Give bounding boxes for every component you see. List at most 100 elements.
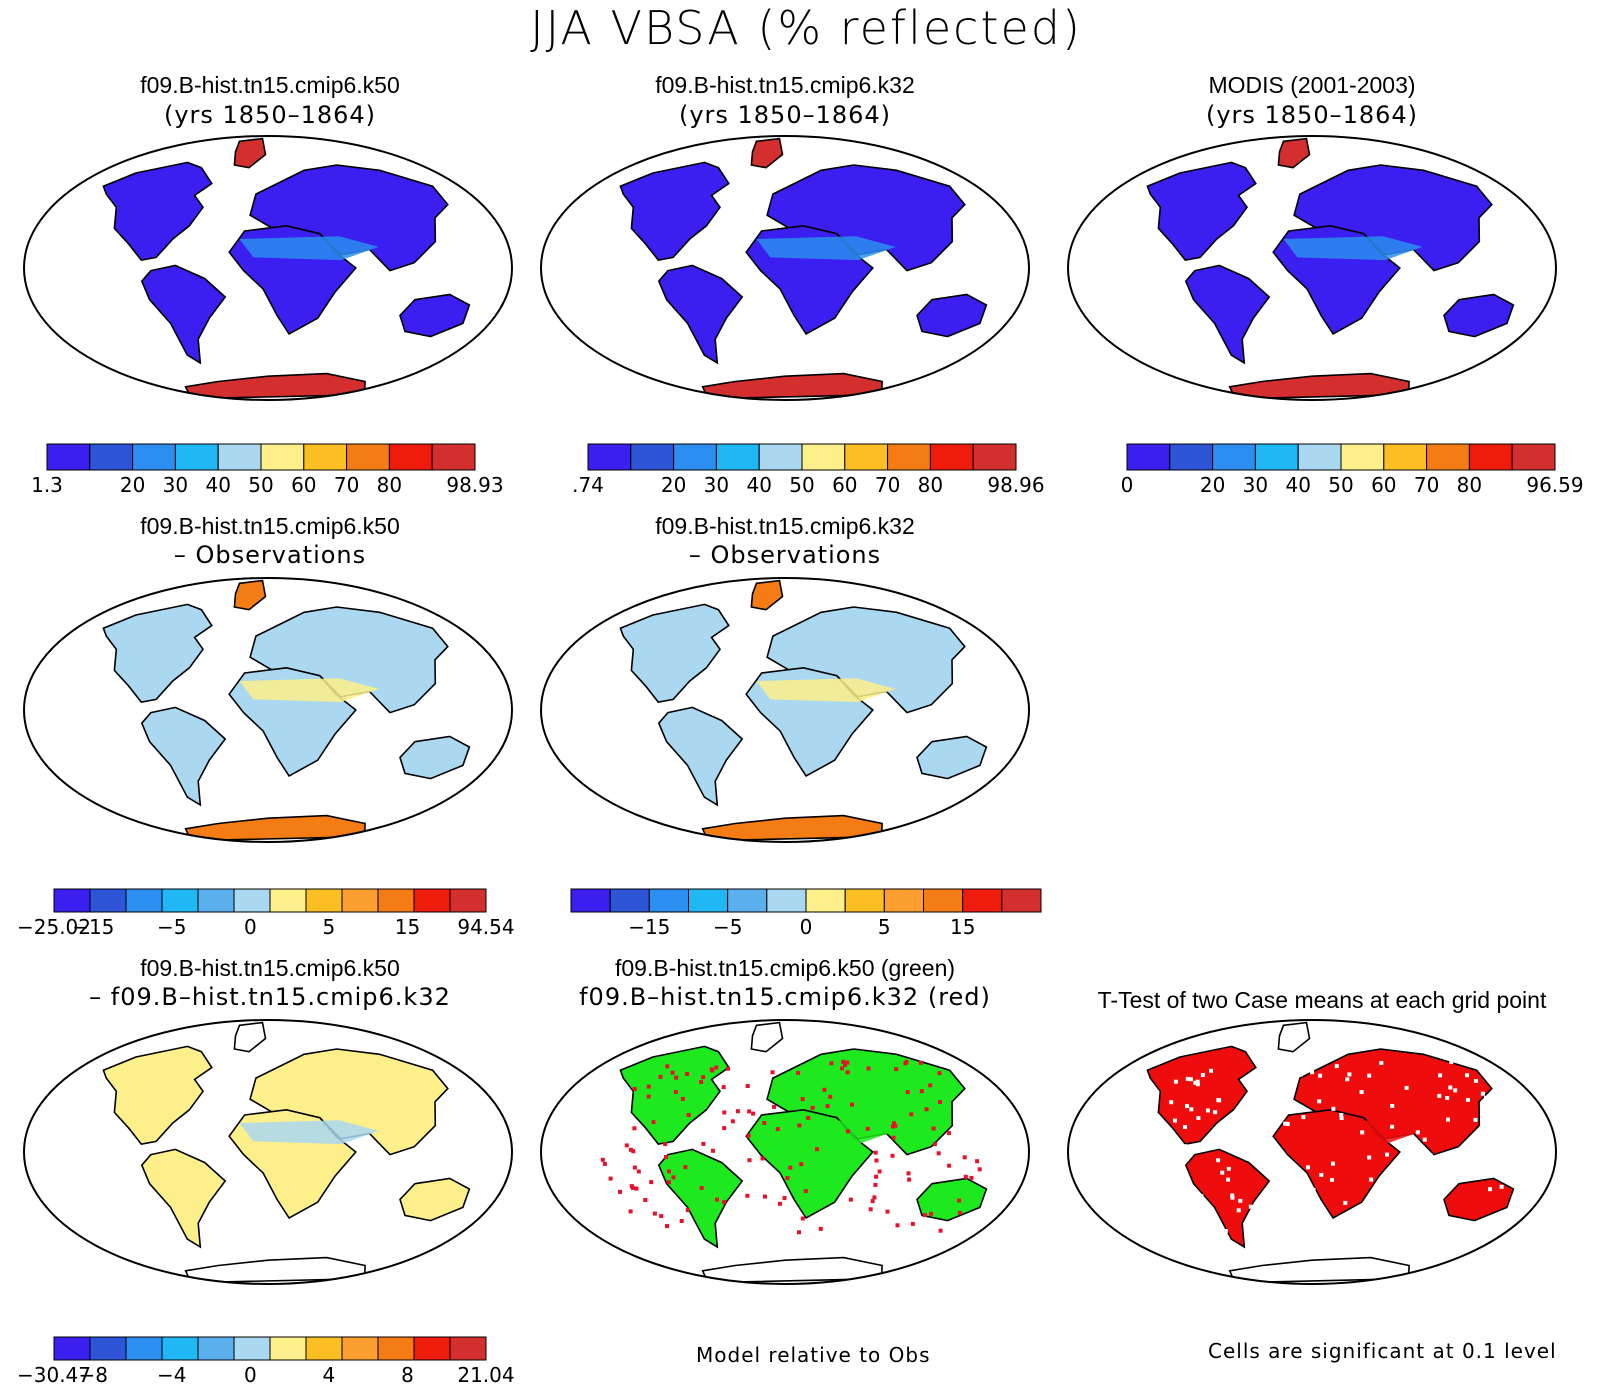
map-border <box>540 1019 1030 1285</box>
colorbar-tick-label: 15 <box>950 915 975 939</box>
sig-cell <box>1428 1153 1433 1158</box>
sig-cell <box>1248 1204 1253 1209</box>
panel-title-6: f09.B-hist.tn15.cmip6.k50 <box>140 955 400 981</box>
colorbar-swatch <box>341 1336 379 1361</box>
sig-cell <box>1343 1200 1348 1205</box>
sig-cell <box>1474 1079 1478 1083</box>
colorbar-swatch <box>305 888 343 913</box>
panel-title-7: f09.B-hist.tn15.cmip6.k50 (green) <box>614 955 956 981</box>
sig-cell <box>1415 1179 1420 1184</box>
continent-australia <box>399 293 471 338</box>
sig-cell <box>760 1156 765 1161</box>
sig-cell <box>1379 1061 1384 1065</box>
sig-cell <box>666 1180 671 1185</box>
colorbar-swatch <box>887 443 931 471</box>
sig-cell <box>1220 1170 1225 1175</box>
panel-title-2: f09.B-hist.tn15.cmip6.k32 <box>655 72 915 98</box>
sig-cell <box>1369 1177 1374 1182</box>
colorbar-swatch <box>53 888 91 913</box>
colorbar-swatch <box>587 443 632 471</box>
colorbar-swatch <box>431 443 476 471</box>
continent-australia <box>916 293 988 338</box>
colorbar-tick-label: −30.47 <box>17 1363 91 1385</box>
colorbar-swatch <box>217 443 262 471</box>
sig-cell <box>894 1067 899 1072</box>
continent-samerica <box>1184 1148 1271 1249</box>
sig-cell <box>848 1197 853 1202</box>
sig-cell <box>947 1163 952 1168</box>
sig-cell <box>1205 1108 1210 1113</box>
colorbar-swatch <box>972 443 1017 471</box>
sig-cell <box>685 1071 690 1076</box>
colorbar-swatch <box>89 888 127 913</box>
model-relative-label: Model relative to Obs <box>696 1343 931 1367</box>
sig-cell <box>1226 1177 1231 1182</box>
sig-cell <box>1266 1212 1271 1217</box>
colorbar-tick-label: 8 <box>401 1363 414 1385</box>
sig-cell <box>775 1127 780 1132</box>
continent-australia <box>1443 1177 1515 1222</box>
desert-band <box>756 1120 896 1145</box>
sig-cell <box>746 1133 751 1138</box>
colorbar-cb5: −15 −5 0 5 15 <box>570 888 1042 939</box>
colorbar-tick-label: 40 <box>205 473 230 497</box>
sig-cell <box>828 1094 833 1099</box>
sig-cell <box>1216 1158 1221 1163</box>
sig-cell <box>957 1198 962 1203</box>
sig-cell <box>872 1195 877 1200</box>
sig-cell <box>1238 1198 1243 1203</box>
colorbar-swatch <box>727 888 768 913</box>
sig-cell <box>673 1090 678 1094</box>
sig-cell <box>885 1209 890 1214</box>
sig-cell <box>1359 1090 1364 1095</box>
sig-cell <box>1200 1073 1205 1077</box>
colorbar-swatch <box>449 888 487 913</box>
colorbar-swatch <box>801 443 846 471</box>
sig-cell <box>803 1189 808 1194</box>
continent-australia <box>916 1177 988 1222</box>
sig-cell <box>1480 1091 1485 1096</box>
panel-title-1: f09.B-hist.tn15.cmip6.k50 <box>140 72 400 98</box>
sig-cell <box>1152 1182 1156 1187</box>
sig-cell <box>1155 1156 1160 1161</box>
sig-cell <box>873 1150 878 1155</box>
sig-cell <box>1491 1163 1496 1168</box>
sig-cell <box>632 1126 637 1131</box>
panel-title-3: MODIS (2001-2003) <box>1208 72 1416 98</box>
sig-cell <box>663 1142 668 1147</box>
sig-cell <box>679 1219 684 1223</box>
map-border <box>23 1019 513 1285</box>
sig-cell <box>1391 1165 1396 1170</box>
sig-cell <box>667 1169 671 1174</box>
sig-cell <box>1334 1064 1339 1069</box>
colorbar-tick-label: 1.3 <box>31 473 63 497</box>
colorbar-swatch <box>46 443 91 471</box>
colorbar-swatch <box>269 888 307 913</box>
colorbar-swatch <box>197 888 235 913</box>
colorbar-tick-label: 30 <box>1243 473 1268 497</box>
colorbar-swatch <box>53 1336 91 1361</box>
colorbar-tick-label: 70 <box>334 473 359 497</box>
sig-cell <box>797 1123 802 1128</box>
colorbar-tick-label: 15 <box>395 915 420 939</box>
sig-cell <box>1174 1203 1179 1208</box>
sig-cell <box>873 1182 878 1187</box>
sig-cell <box>904 1060 909 1065</box>
continent-samerica <box>140 264 227 365</box>
colorbar-tick-label: −5 <box>157 915 186 939</box>
colorbar-swatch <box>630 443 675 471</box>
sig-cell <box>608 1176 613 1181</box>
sig-cell <box>1433 1195 1438 1200</box>
sig-cell <box>1480 1102 1485 1107</box>
sig-cell <box>1390 1104 1395 1108</box>
map-p8 <box>1067 1019 1557 1285</box>
sig-cell <box>1185 1076 1190 1081</box>
sig-cell <box>874 1174 879 1179</box>
sig-cell <box>1351 1224 1356 1229</box>
sig-cell <box>800 1097 805 1102</box>
colorbar-swatch <box>609 888 650 913</box>
sig-cell <box>929 1211 934 1216</box>
continent-greenland <box>750 1021 784 1053</box>
sig-cell <box>969 1175 974 1180</box>
sig-cell <box>1285 1122 1290 1126</box>
